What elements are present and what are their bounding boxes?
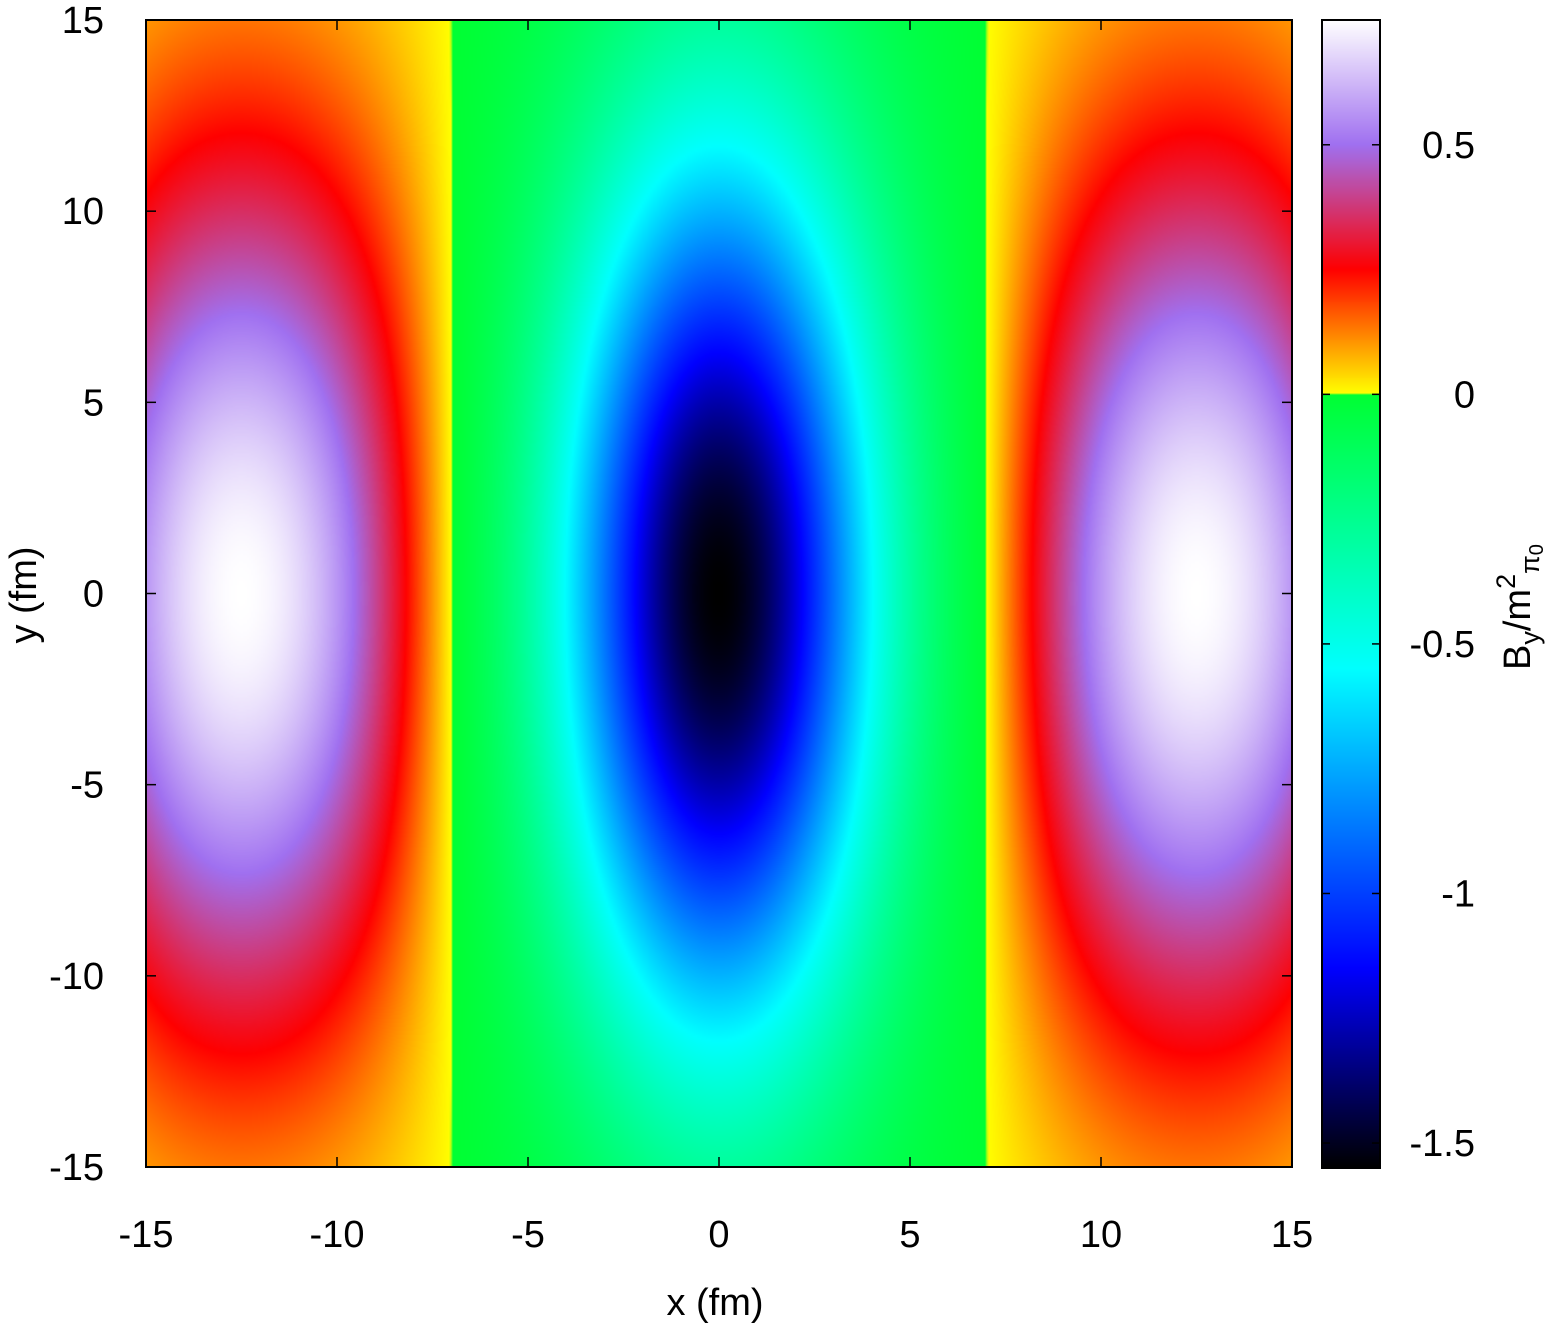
plot-frame (145, 19, 1293, 1168)
y-tick-label: 15 (62, 0, 104, 42)
colorbar-tick-label: -0.5 (1410, 624, 1475, 666)
x-tick-label: 0 (708, 1214, 729, 1256)
y-axis-label: y (fm) (3, 546, 45, 643)
x-tick-label: -15 (119, 1214, 174, 1256)
colorbar-label-sub1: y (1515, 631, 1545, 645)
colorbar-tick-label: -1.5 (1410, 1123, 1475, 1165)
colorbar-label: By/m2π0 (1491, 544, 1545, 670)
colorbar-label-sub2: π (1515, 555, 1545, 574)
colorbar-ticks: 0.5 0 -0.5 -1 -1.5 (1322, 125, 1475, 1165)
x-tick-label: 5 (899, 1214, 920, 1256)
x-axis-label: x (fm) (666, 1282, 763, 1324)
y-tick-label: -15 (49, 1147, 104, 1189)
colorbar-label-sup: 2 (1491, 574, 1521, 589)
x-tick-label: 15 (1271, 1214, 1313, 1256)
colorbar-label-mid: /m (1497, 589, 1539, 631)
colorbar-label-sub2b: 0 (1526, 544, 1545, 555)
y-tick-label: -10 (49, 956, 104, 998)
heatmap-image (146, 20, 1292, 1167)
y-axis-ticks: -15 -10 -5 0 5 10 15 (49, 0, 1292, 1189)
colorbar-tick-label: -1 (1441, 873, 1475, 915)
x-tick-label: -10 (310, 1214, 365, 1256)
colorbar-tick-label: 0 (1454, 374, 1475, 416)
x-axis-ticks: -15 -10 -5 0 5 10 15 (119, 20, 1313, 1256)
x-tick-label: -5 (511, 1214, 545, 1256)
colorbar-frame (1321, 19, 1381, 1169)
colorbar-label-base: B (1497, 645, 1539, 670)
y-tick-label: -5 (70, 765, 104, 807)
colorbar-tick-label: 0.5 (1422, 125, 1475, 167)
x-tick-label: 10 (1080, 1214, 1122, 1256)
y-tick-label: 5 (83, 382, 104, 424)
y-tick-label: 10 (62, 191, 104, 233)
y-tick-label: 0 (83, 574, 104, 616)
colorbar-image (1322, 20, 1380, 1168)
